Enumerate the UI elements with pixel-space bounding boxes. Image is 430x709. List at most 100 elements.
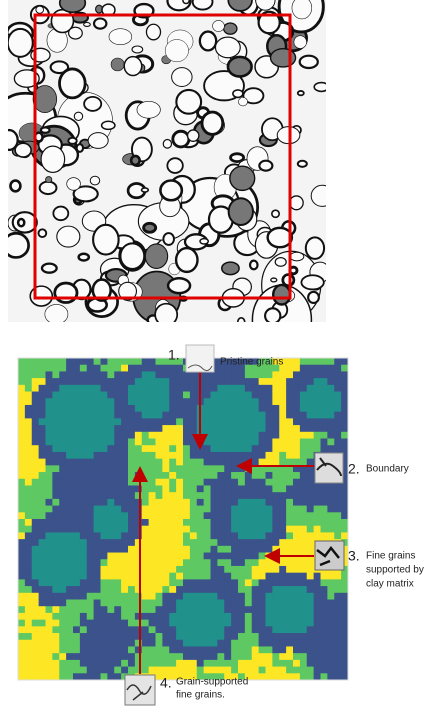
map-cell [101, 418, 108, 425]
annotation-number: 4. [160, 675, 172, 691]
map-cell [238, 385, 245, 392]
map-cell [114, 392, 121, 399]
map-cell [321, 358, 328, 365]
map-cell [52, 425, 59, 432]
map-cell [114, 405, 121, 412]
map-cell [327, 499, 334, 506]
annotation-label: Fine grains [366, 551, 415, 562]
map-cell [259, 532, 266, 539]
map-cell [52, 546, 59, 553]
map-cell [279, 412, 286, 419]
map-cell [66, 425, 73, 432]
map-cell [32, 405, 39, 412]
map-cell [300, 479, 307, 486]
map-cell [46, 626, 53, 633]
map-cell [197, 613, 204, 620]
map-cell [259, 492, 266, 499]
map-cell [149, 573, 156, 580]
map-cell [238, 519, 245, 526]
grain [59, 69, 85, 98]
map-cell [121, 519, 128, 526]
map-cell [211, 660, 218, 667]
map-cell [334, 660, 341, 667]
map-cell [307, 378, 314, 385]
map-cell [87, 579, 94, 586]
map-cell [238, 620, 245, 627]
map-cell [101, 626, 108, 633]
map-cell [52, 432, 59, 439]
map-cell [169, 579, 176, 586]
map-cell [211, 459, 218, 466]
map-cell [66, 459, 73, 466]
map-cell [162, 465, 169, 472]
map-cell [197, 566, 204, 573]
map-cell [224, 472, 231, 479]
map-cell [107, 526, 114, 533]
grain [18, 219, 24, 226]
map-cell [190, 660, 197, 667]
map-cell [121, 640, 128, 647]
map-cell [59, 573, 66, 580]
map-cell [341, 600, 348, 607]
map-cell [18, 673, 25, 680]
map-cell [286, 519, 293, 526]
grain [172, 68, 192, 87]
map-cell [135, 439, 142, 446]
map-cell [18, 606, 25, 613]
map-cell [190, 405, 197, 412]
map-cell [169, 405, 176, 412]
map-cell [162, 553, 169, 560]
map-cell [259, 439, 266, 446]
map-cell [149, 439, 156, 446]
map-cell [39, 600, 46, 607]
map-cell [259, 626, 266, 633]
map-cell [52, 539, 59, 546]
map-cell [25, 492, 32, 499]
map-cell [80, 492, 87, 499]
map-cell [52, 398, 59, 405]
map-cell [327, 667, 334, 674]
map-cell [142, 667, 149, 674]
map-cell [238, 472, 245, 479]
map-cell [307, 613, 314, 620]
map-cell [80, 660, 87, 667]
map-cell [39, 673, 46, 680]
map-cell [259, 640, 266, 647]
map-cell [107, 539, 114, 546]
map-cell [73, 452, 80, 459]
map-cell [114, 485, 121, 492]
map-cell [266, 439, 273, 446]
map-cell [73, 445, 80, 452]
map-cell [46, 519, 53, 526]
map-cell [314, 593, 321, 600]
map-cell [300, 526, 307, 533]
map-cell [266, 539, 273, 546]
map-cell [259, 506, 266, 513]
map-cell [39, 412, 46, 419]
map-cell [80, 405, 87, 412]
map-cell [25, 472, 32, 479]
map-cell [121, 418, 128, 425]
map-cell [190, 526, 197, 533]
map-cell [197, 506, 204, 513]
map-cell [149, 646, 156, 653]
map-cell [279, 425, 286, 432]
map-cell [217, 579, 224, 586]
map-cell [327, 512, 334, 519]
map-cell [238, 573, 245, 580]
map-cell [169, 566, 176, 573]
map-cell [279, 667, 286, 674]
grain [176, 248, 197, 272]
map-cell [32, 499, 39, 506]
map-cell [46, 532, 53, 539]
map-cell [211, 492, 218, 499]
map-cell [217, 519, 224, 526]
map-cell [231, 613, 238, 620]
map-cell [176, 579, 183, 586]
map-cell [321, 425, 328, 432]
grain [120, 243, 144, 269]
map-cell [162, 506, 169, 513]
map-cell [142, 432, 149, 439]
map-cell [211, 425, 218, 432]
grain [202, 112, 223, 134]
